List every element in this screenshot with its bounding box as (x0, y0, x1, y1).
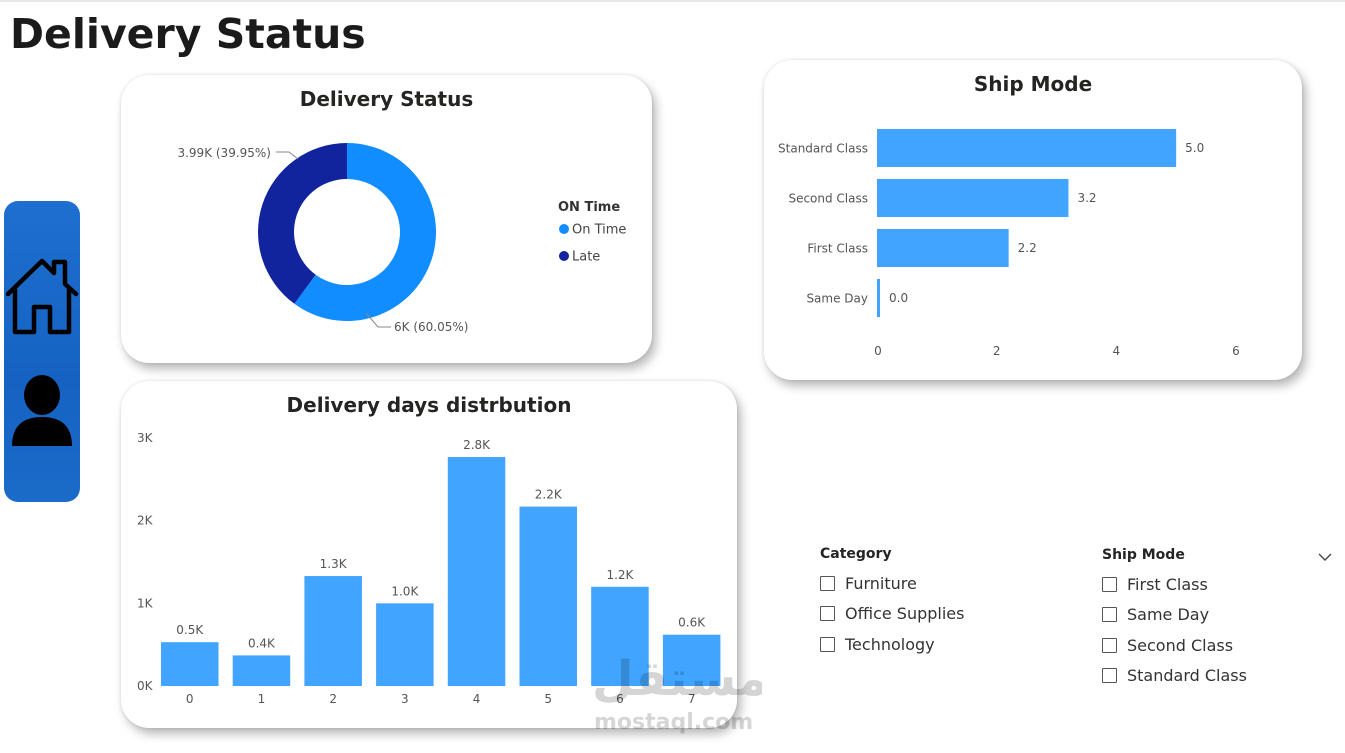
days-x-tick: 3 (401, 692, 409, 706)
days-x-tick: 1 (258, 692, 266, 706)
ship-mode-x-tick: 6 (1232, 344, 1240, 358)
ship-mode-value-label: 2.2 (1018, 241, 1037, 255)
checkbox[interactable] (820, 606, 835, 622)
ship-mode-value-label: 5.0 (1185, 141, 1204, 155)
days-value-label: 1.3K (320, 557, 348, 571)
checkbox[interactable] (1102, 576, 1117, 592)
category-option-label: Office Supplies (845, 604, 965, 624)
ship-mode-category-label: Same Day (806, 292, 868, 306)
ship-mode-option-label: Second Class (1127, 635, 1234, 655)
days-y-tick: 2K (137, 514, 154, 528)
delivery-days-chart: 0K 1K 2K 3K 0.5K 0 0.4K 1 1.3K 2 1.0K 3 2.8K 4 2.2K 5 1.… (137, 431, 721, 706)
ship-mode-category-label: Second Class (788, 192, 868, 206)
days-bar[interactable] (161, 642, 219, 686)
days-x-tick: 2 (329, 692, 337, 706)
legend-entry[interactable]: Late (572, 250, 600, 265)
days-bar[interactable] (662, 634, 721, 686)
category-option[interactable]: Furniture (820, 568, 964, 599)
ship-mode-slicer: Ship Mode First Class Same Day Second Cl… (1102, 547, 1247, 691)
delivery-status-card: Delivery Status 6K (60.05%) 3.99K (39.95%… (121, 75, 652, 363)
top-divider (0, 0, 1345, 2)
days-x-tick: 7 (688, 692, 696, 706)
leader-line-on-time (365, 312, 391, 328)
legend-marker (559, 251, 569, 261)
delivery-days-card: Delivery days distrbution 0K 1K 2K 3K 0.5K 0 0… (121, 381, 737, 728)
days-x-tick: 5 (544, 692, 552, 706)
category-option-label: Technology (845, 634, 935, 654)
category-slicer: Category Furniture Office Supplies Techn… (820, 546, 964, 660)
ship-mode-bar[interactable] (877, 229, 1009, 267)
ship-mode-bar[interactable] (877, 179, 1069, 217)
donut-slice-late[interactable] (258, 143, 347, 304)
ship-mode-card: Ship Mode Standard Class 5.0 Second Class 3… (764, 60, 1302, 380)
days-value-label: 1.0K (391, 584, 419, 598)
ship-mode-value-label: 0.0 (889, 291, 908, 305)
checkbox[interactable] (820, 636, 835, 652)
days-bar[interactable] (519, 506, 578, 686)
checkbox[interactable] (1102, 607, 1117, 623)
checkbox[interactable] (1102, 637, 1117, 653)
chevron-down-icon[interactable] (1318, 547, 1332, 566)
checkbox[interactable] (820, 575, 835, 591)
category-option[interactable]: Technology (820, 629, 964, 660)
ship-mode-x-tick: 0 (874, 344, 882, 358)
donut-label-late: 3.99K (39.95%) (177, 146, 271, 160)
days-value-label: 0.5K (176, 623, 204, 637)
ship-mode-category-label: First Class (807, 242, 868, 256)
days-bar[interactable] (304, 576, 362, 686)
ship-mode-chart: Standard Class 5.0 Second Class 3.2 First Cl… (778, 129, 1240, 358)
category-option-label: Furniture (845, 573, 917, 593)
donut-slice-on-time[interactable] (294, 143, 436, 321)
nav-rail (4, 201, 80, 502)
ship-mode-bar[interactable] (877, 279, 880, 317)
ship-mode-slicer-title: Ship Mode (1102, 547, 1185, 563)
days-y-tick: 1K (137, 596, 154, 610)
ship-mode-option[interactable]: First Class (1102, 569, 1247, 600)
days-value-label: 2.8K (463, 438, 491, 452)
ship-mode-option-label: Standard Class (1127, 666, 1247, 686)
legend-marker (559, 224, 569, 234)
category-slicer-title: Category (820, 546, 892, 562)
ship-mode-bar[interactable] (877, 129, 1177, 167)
ship-mode-value-label: 3.2 (1077, 191, 1096, 205)
ship-mode-option[interactable]: Standard Class (1102, 661, 1247, 692)
leader-line-late (276, 151, 299, 160)
user-icon[interactable] (4, 373, 80, 449)
ship-mode-x-tick: 2 (993, 344, 1001, 358)
ship-mode-title: Ship Mode (973, 72, 1093, 96)
days-bar[interactable] (232, 655, 291, 686)
donut-title: Delivery Status (299, 87, 474, 111)
ship-mode-option[interactable]: Second Class (1102, 630, 1247, 661)
days-bar[interactable] (447, 457, 506, 686)
days-bar[interactable] (376, 603, 434, 686)
ship-mode-category-label: Standard Class (778, 142, 868, 156)
days-x-tick: 0 (186, 692, 194, 706)
page-title: Delivery Status (10, 10, 366, 58)
ship-mode-option-label: First Class (1127, 574, 1208, 594)
days-y-tick: 3K (137, 431, 154, 445)
ship-mode-x-tick: 4 (1113, 344, 1121, 358)
home-icon[interactable] (4, 255, 80, 335)
days-value-label: 1.2K (606, 568, 634, 582)
days-value-label: 2.2K (535, 488, 563, 502)
days-value-label: 0.4K (248, 636, 276, 650)
ship-mode-option[interactable]: Same Day (1102, 600, 1247, 631)
days-y-tick: 0K (137, 679, 154, 693)
legend-entry[interactable]: On Time (572, 223, 626, 238)
ship-mode-option-label: Same Day (1127, 605, 1210, 625)
category-option[interactable]: Office Supplies (820, 599, 964, 630)
legend-title: ON Time (558, 200, 620, 215)
days-x-tick: 4 (473, 692, 481, 706)
days-bar[interactable] (591, 586, 649, 686)
checkbox[interactable] (1102, 668, 1117, 684)
days-title: Delivery days distrbution (286, 393, 572, 417)
donut-chart: 6K (60.05%) 3.99K (39.95%) ON Time On Time L… (177, 143, 626, 334)
days-x-tick: 6 (616, 692, 624, 706)
days-value-label: 0.6K (678, 616, 706, 630)
donut-label-on-time: 6K (60.05%) (394, 320, 468, 334)
